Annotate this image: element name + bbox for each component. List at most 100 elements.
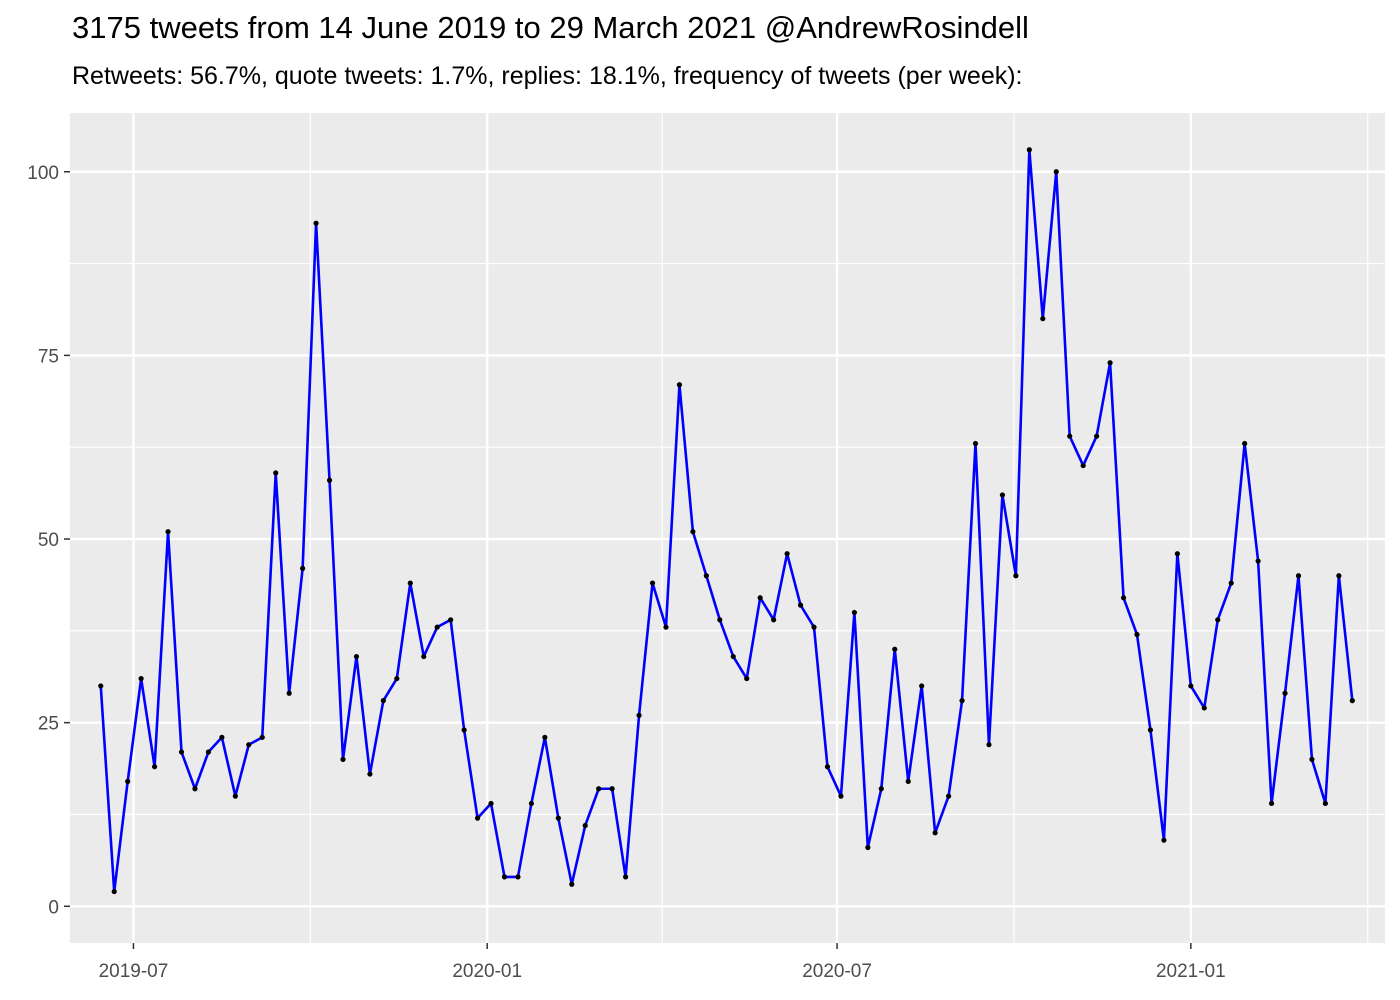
data-point — [784, 551, 790, 557]
data-point — [205, 749, 212, 755]
data-point — [474, 815, 481, 821]
data-point — [1336, 573, 1342, 579]
data-point — [151, 764, 158, 770]
data-point — [1349, 698, 1355, 704]
data-point — [434, 624, 440, 630]
data-point — [945, 793, 952, 799]
data-point — [286, 690, 292, 696]
data-point — [165, 529, 171, 535]
y-tick-label: 25 — [38, 714, 59, 735]
data-point — [380, 698, 386, 704]
data-point — [865, 844, 871, 851]
data-point — [1134, 631, 1140, 638]
data-point — [1094, 433, 1100, 439]
data-point — [744, 675, 750, 682]
data-point — [932, 830, 938, 836]
y-axis: 0 25 50 75 100 — [27, 163, 70, 918]
data-point — [771, 617, 777, 623]
data-point — [676, 382, 683, 388]
data-point — [1309, 756, 1315, 762]
data-point — [528, 800, 535, 807]
data-point — [259, 734, 265, 740]
chart-title: 3175 tweets from 14 June 2019 to 29 Marc… — [72, 10, 1029, 45]
data-point — [919, 683, 925, 689]
series-tweets-per-week — [99, 148, 1354, 893]
data-point — [515, 874, 521, 880]
data-point — [1255, 558, 1261, 564]
plot-panel — [70, 113, 1385, 943]
x-tick-label: 2020-01 — [452, 961, 522, 982]
data-point — [1282, 690, 1288, 696]
data-point — [488, 800, 494, 807]
minor-gridlines — [70, 113, 1385, 943]
data-point — [555, 815, 561, 821]
data-point — [1188, 683, 1194, 689]
data-point — [838, 793, 844, 799]
data-points — [98, 147, 1355, 895]
data-point — [178, 749, 185, 755]
data-point — [1174, 551, 1180, 557]
x-tick-label: 2020-07 — [802, 961, 872, 982]
data-point — [717, 617, 723, 623]
data-point — [326, 477, 333, 483]
data-point — [1242, 440, 1248, 447]
data-point — [353, 653, 360, 660]
data-point — [461, 727, 467, 733]
data-point — [448, 617, 454, 623]
y-tick-label: 100 — [27, 163, 59, 184]
data-point — [824, 764, 831, 770]
data-point — [851, 609, 857, 616]
data-point — [501, 874, 508, 880]
data-point — [811, 624, 817, 630]
data-point — [636, 712, 642, 718]
data-point — [596, 786, 602, 792]
data-point — [1228, 580, 1234, 586]
data-point — [649, 580, 656, 586]
x-tick-label: 2019-07 — [99, 961, 169, 982]
data-point — [246, 742, 252, 748]
data-point — [111, 888, 117, 895]
data-point — [730, 653, 736, 660]
data-point — [1201, 705, 1207, 711]
data-point — [192, 786, 198, 792]
data-point — [407, 580, 413, 586]
data-point — [98, 683, 104, 689]
data-point — [232, 793, 238, 799]
x-axis: 2019-07 2020-01 2020-07 2021-01 — [99, 943, 1226, 982]
data-point — [1053, 169, 1059, 175]
data-point — [367, 771, 373, 777]
data-point — [1322, 800, 1328, 807]
data-point — [340, 756, 346, 762]
data-point — [1295, 573, 1302, 579]
data-point — [1026, 147, 1032, 153]
data-point — [623, 874, 629, 880]
data-point — [219, 734, 225, 740]
data-point — [757, 595, 763, 601]
data-point — [905, 778, 911, 785]
y-tick-label: 0 — [48, 897, 59, 918]
data-point — [1161, 837, 1167, 843]
data-point — [1067, 433, 1073, 439]
data-point — [582, 822, 588, 829]
data-point — [1040, 316, 1046, 322]
data-point — [972, 440, 979, 447]
data-point — [569, 881, 575, 887]
data-point — [1147, 727, 1154, 733]
data-point — [690, 529, 696, 535]
data-point — [959, 698, 965, 704]
data-point — [125, 778, 131, 785]
y-tick-label: 75 — [38, 346, 59, 367]
major-gridlines — [70, 113, 1385, 943]
data-point — [1107, 360, 1113, 366]
data-point — [663, 624, 669, 630]
y-tick-label: 50 — [38, 530, 59, 551]
x-tick-label: 2021-01 — [1156, 961, 1226, 982]
data-point — [300, 565, 306, 572]
series-line — [99, 148, 1354, 893]
data-point — [986, 742, 992, 748]
data-point — [703, 573, 709, 579]
data-point — [797, 602, 804, 608]
data-point — [394, 675, 400, 682]
data-point — [1215, 617, 1221, 623]
